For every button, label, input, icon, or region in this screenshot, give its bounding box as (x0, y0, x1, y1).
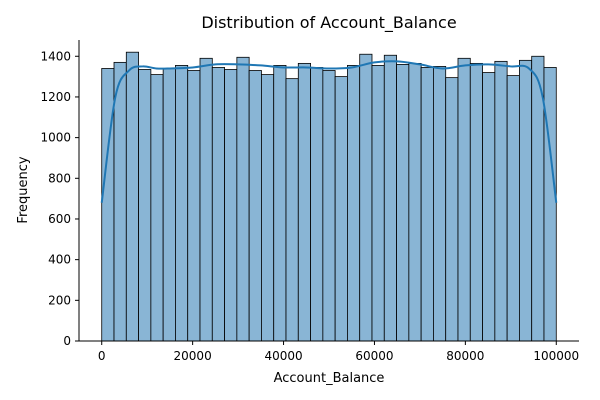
y-tick-label: 1400 (40, 49, 71, 63)
histogram-bar (494, 60, 508, 342)
bars-group (101, 51, 557, 342)
histogram-bar (211, 67, 225, 342)
histogram-bar (371, 65, 385, 342)
histogram-bar (187, 70, 201, 342)
histogram-bar (310, 67, 324, 342)
histogram-bar (273, 65, 287, 342)
histogram-bar (457, 57, 471, 342)
x-tick-label: 60000 (355, 349, 393, 363)
x-tick-label: 0 (98, 349, 106, 363)
histogram-bar (396, 64, 410, 342)
histogram-bar (506, 75, 520, 342)
x-ticks-group: 0 20000 40000 60000 80000 100000 (98, 341, 579, 363)
x-tick-label: 100000 (533, 349, 579, 363)
y-tick-label: 0 (63, 334, 71, 348)
histogram-bar (113, 61, 127, 342)
y-tick-label: 800 (48, 171, 71, 185)
histogram-bar (543, 67, 557, 342)
histogram-bar (199, 57, 213, 342)
histogram-bar (248, 70, 262, 342)
histogram-bar (236, 56, 250, 342)
y-axis-label: Frequency (16, 156, 31, 223)
histogram-bar (433, 66, 447, 342)
y-tick-label: 600 (48, 212, 71, 226)
histogram-bar (359, 53, 373, 342)
histogram-bar (150, 74, 164, 342)
histogram-bar (322, 70, 336, 342)
histogram-bar (334, 76, 348, 342)
y-tick-label: 400 (48, 253, 71, 267)
histogram-bar (347, 65, 361, 342)
x-axis-label: Account_Balance (274, 371, 385, 386)
y-tick-label: 1200 (40, 90, 71, 104)
histogram-bar (101, 68, 115, 342)
y-tick-label: 200 (48, 293, 71, 307)
histogram-bar (519, 59, 533, 342)
histogram-bar (175, 65, 189, 342)
histogram-bar (383, 54, 397, 342)
histogram-bar (469, 62, 483, 342)
histogram-bar (445, 77, 459, 342)
y-ticks-group: 0 200 400 600 800 1000 1200 1400 (40, 49, 79, 348)
histogram-bar (297, 62, 311, 342)
x-tick-label: 40000 (264, 349, 302, 363)
y-tick-label: 1000 (40, 131, 71, 145)
chart-title: Distribution of Account_Balance (201, 13, 456, 33)
histogram-bar (420, 67, 434, 342)
histogram-bar (125, 51, 139, 342)
histogram-bar (261, 74, 275, 342)
histogram-bar (482, 72, 496, 342)
x-tick-label: 80000 (446, 349, 484, 363)
histogram-bar (138, 69, 152, 342)
histogram-bar (162, 68, 176, 342)
kde-line (100, 60, 558, 203)
histogram-bar (285, 78, 299, 342)
x-tick-label: 20000 (174, 349, 212, 363)
histogram-bar (224, 69, 238, 342)
histogram-bar (408, 62, 422, 342)
